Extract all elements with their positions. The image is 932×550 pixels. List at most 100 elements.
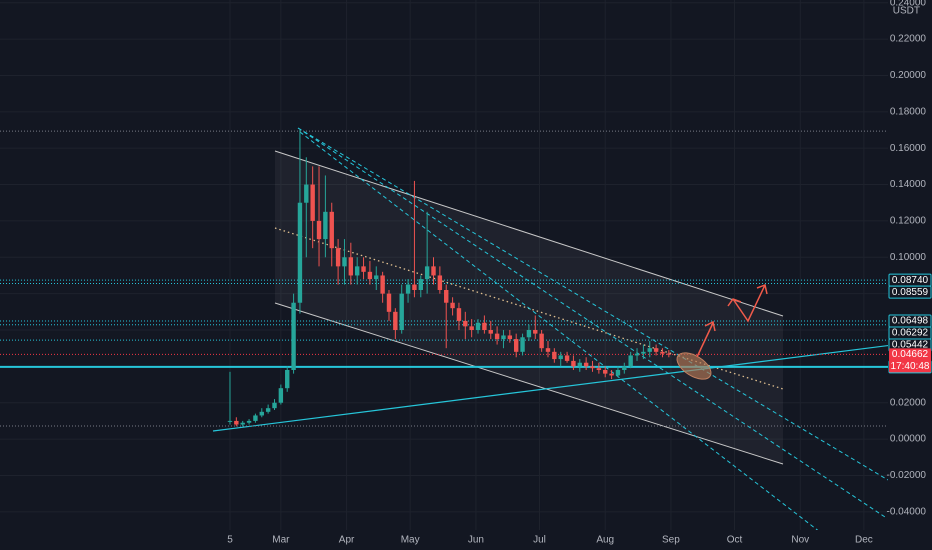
price-tag xyxy=(888,285,932,299)
x-tick-label: Mar xyxy=(272,535,290,546)
x-tick-label: Apr xyxy=(339,535,355,546)
candle-body xyxy=(227,420,233,422)
x-tick-label: Sep xyxy=(662,535,680,546)
candle-body xyxy=(399,293,404,330)
candle-body xyxy=(444,290,449,303)
candle-body xyxy=(304,184,309,203)
candle-body xyxy=(374,275,379,280)
candle-body xyxy=(590,366,595,369)
candle-body xyxy=(482,322,487,330)
candle-body xyxy=(431,266,436,276)
drawings xyxy=(212,127,932,533)
candle-body xyxy=(533,330,538,334)
candle-body xyxy=(354,266,360,276)
candle-body xyxy=(488,330,493,334)
candle-body xyxy=(437,275,443,290)
y-tick-label: 0.12000 xyxy=(890,216,927,227)
x-tick-label: Jul xyxy=(533,535,546,546)
y-tick-label: -0.04000 xyxy=(887,506,927,517)
candle-body xyxy=(361,266,366,272)
candle-body xyxy=(647,348,652,352)
price-tag-label: 0.06498 xyxy=(892,316,929,327)
candle-body xyxy=(507,335,513,340)
x-tick-label: 5 xyxy=(227,535,233,546)
candle-body xyxy=(393,311,398,330)
candle-body xyxy=(291,302,296,370)
candle-body xyxy=(246,420,252,423)
y-tick-label: 0.20000 xyxy=(890,70,927,81)
x-tick-label: Dec xyxy=(855,535,873,546)
x-tick-label: May xyxy=(401,535,420,546)
candle-body xyxy=(418,279,423,290)
candle-body xyxy=(558,355,563,360)
candle-body xyxy=(577,362,582,367)
highlight-ellipse xyxy=(676,352,712,380)
candle-body xyxy=(342,257,347,267)
candle-body xyxy=(666,353,672,355)
x-tick-label: Jun xyxy=(468,535,484,546)
candle-body xyxy=(456,308,462,321)
y-tick-label: 0.14000 xyxy=(890,179,927,190)
candle-body xyxy=(234,420,239,425)
arrow-head xyxy=(756,283,768,295)
y-tick-label: 0.22000 xyxy=(890,34,927,45)
y-tick-label: 0.24000 xyxy=(890,0,927,8)
candle-body xyxy=(552,351,557,360)
candle-body xyxy=(316,220,322,240)
candle-body xyxy=(520,337,525,352)
candle-body xyxy=(329,211,334,249)
candle-body xyxy=(513,339,519,352)
arrow-head xyxy=(727,298,742,307)
price-tag-label: 0.06292 xyxy=(892,328,929,339)
candle-body xyxy=(615,370,621,376)
drawings xyxy=(676,283,768,380)
last-price-label: 0.04662 xyxy=(892,349,929,360)
candle-body xyxy=(494,333,500,340)
candle-body xyxy=(405,284,411,294)
channel-lower xyxy=(274,302,784,465)
y-tick-label: 0.10000 xyxy=(890,252,927,263)
candle-body xyxy=(539,333,544,349)
candle-body xyxy=(660,351,665,354)
arrow-head xyxy=(704,320,716,332)
candle-body xyxy=(463,320,468,327)
candle-body xyxy=(323,211,328,240)
candle-body xyxy=(386,293,392,312)
arrow xyxy=(732,284,766,323)
candle-body xyxy=(272,402,277,409)
y-tick-label: 0.00000 xyxy=(890,434,927,445)
channel-fill xyxy=(275,151,783,464)
y-tick-label: -0.02000 xyxy=(887,470,927,481)
candle-body xyxy=(641,351,646,354)
x-tick-label: Nov xyxy=(791,535,809,546)
candle-body xyxy=(603,370,608,374)
candle-body xyxy=(412,284,417,290)
candle-body xyxy=(265,408,271,412)
candle-body xyxy=(501,335,506,340)
y-tick-label: 0.18000 xyxy=(890,106,927,117)
candle-body xyxy=(424,266,430,280)
candle-body xyxy=(526,330,532,338)
grid xyxy=(0,0,888,530)
dashed-trend xyxy=(297,127,886,518)
candle-body xyxy=(450,302,455,309)
candle-body xyxy=(475,322,481,330)
candle-body xyxy=(653,348,659,352)
candle-body xyxy=(380,275,385,294)
price-tag-label: 0.05442 xyxy=(892,340,929,351)
candle-body xyxy=(253,415,258,421)
y-tick-label: 0.02000 xyxy=(890,397,927,408)
dashed-trend xyxy=(299,131,821,533)
candle-body xyxy=(348,257,354,276)
support-line xyxy=(212,339,932,432)
arrow xyxy=(696,322,714,358)
candle-body xyxy=(240,422,245,425)
last-price-tag xyxy=(889,348,931,373)
candle-body xyxy=(297,202,303,303)
dashed-trend xyxy=(297,127,889,481)
x-tick-label: Aug xyxy=(596,535,614,546)
candle-body xyxy=(622,366,627,370)
candle-body xyxy=(571,360,576,367)
candles xyxy=(227,130,672,427)
candle-body xyxy=(259,411,264,416)
